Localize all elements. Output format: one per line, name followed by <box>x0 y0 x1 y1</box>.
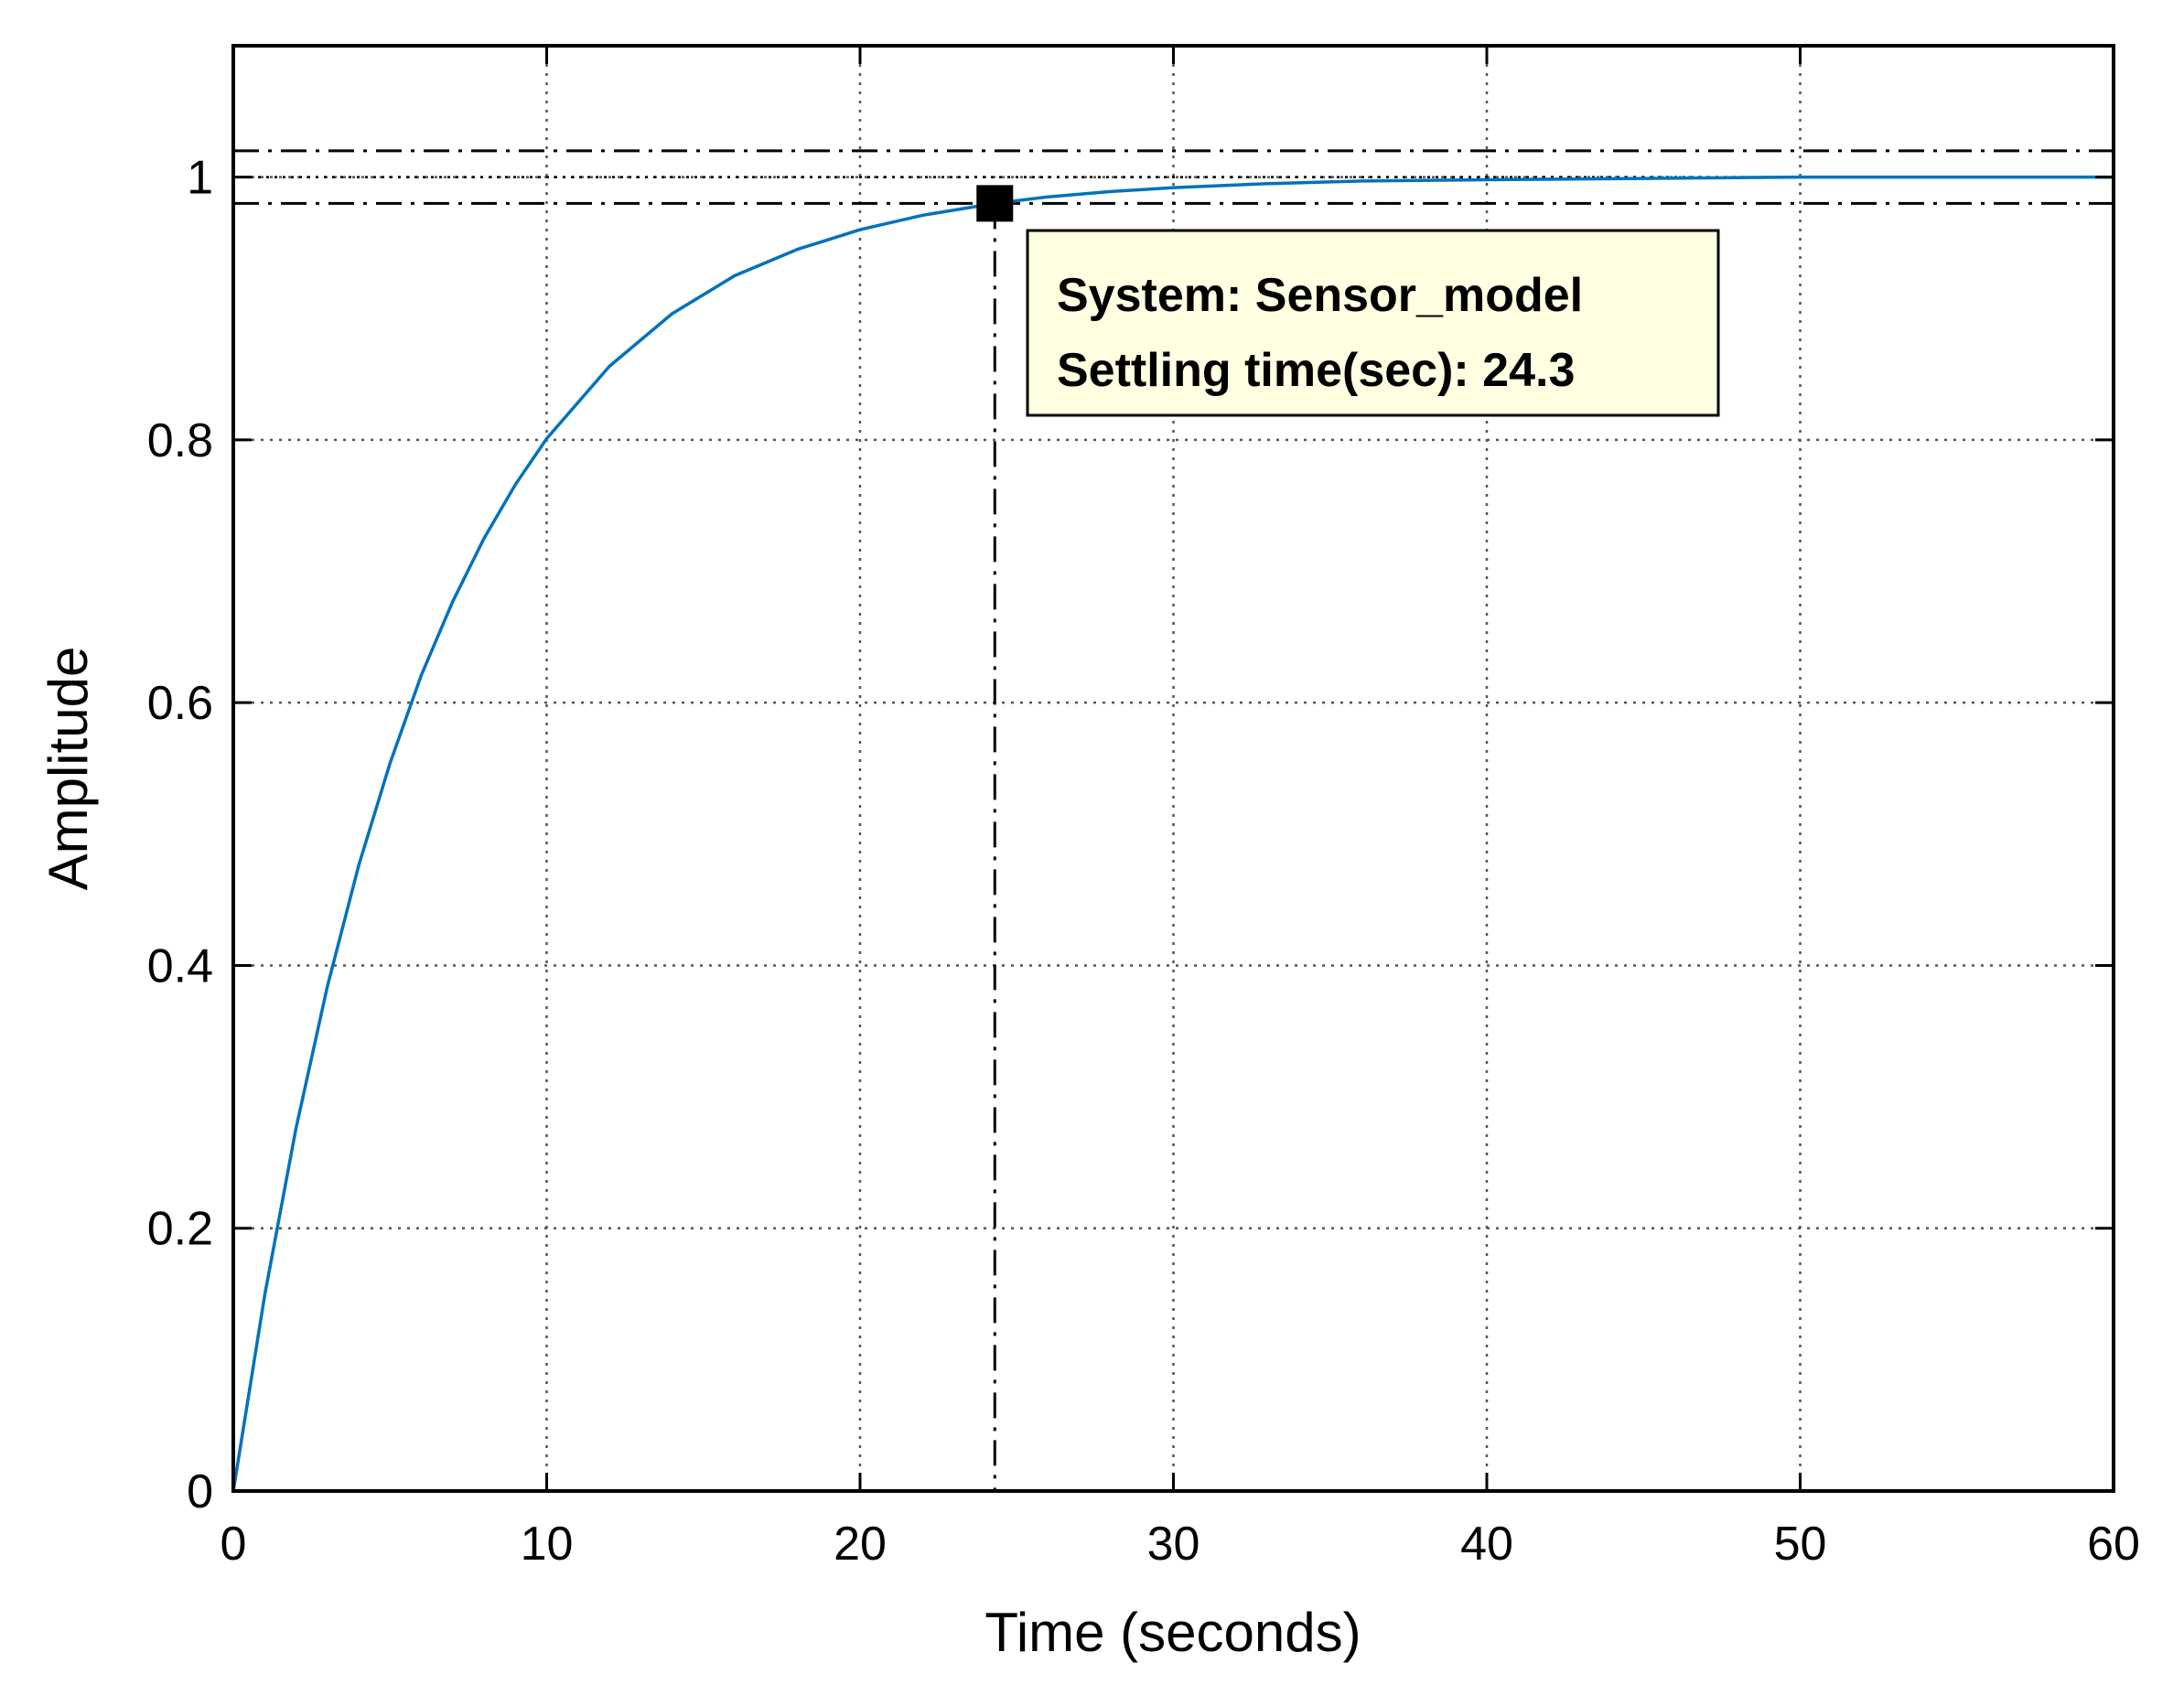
datatip[interactable]: System: Sensor_model Settling time(sec):… <box>1026 229 1720 417</box>
x-tick-label: 60 <box>2087 1518 2140 1571</box>
datatip-settling-time: Settling time(sec): 24.3 <box>1057 344 1575 397</box>
x-tick-label: 40 <box>1460 1518 1513 1571</box>
ticks: 0 10 20 30 40 50 60 0 0.2 0.4 0.6 0.8 1 <box>147 46 2140 1571</box>
x-tick-label: 50 <box>1774 1518 1827 1571</box>
x-tick-label: 10 <box>521 1518 574 1571</box>
x-tick-label: 30 <box>1147 1518 1200 1571</box>
step-response-line <box>231 175 2114 1492</box>
datatip-system: System: Sensor_model <box>1057 269 1583 322</box>
y-tick-label: 0.6 <box>147 677 213 730</box>
x-tick-label: 20 <box>834 1518 887 1571</box>
y-tick-label: 1 <box>187 152 213 205</box>
marker-layer <box>976 185 1014 222</box>
y-tick-label: 0 <box>187 1465 213 1518</box>
x-tick-label: 0 <box>221 1518 247 1571</box>
y-tick-label: 0.8 <box>147 414 213 467</box>
datatip-box <box>1026 229 1720 417</box>
series-layer <box>231 175 2114 1492</box>
y-tick-label: 0.2 <box>147 1203 213 1256</box>
y-axis-label: Amplitude <box>38 647 99 891</box>
y-tick-label: 0.4 <box>147 939 213 992</box>
x-axis-label: Time (seconds) <box>984 1602 1361 1663</box>
settling-point-marker[interactable] <box>976 185 1014 222</box>
